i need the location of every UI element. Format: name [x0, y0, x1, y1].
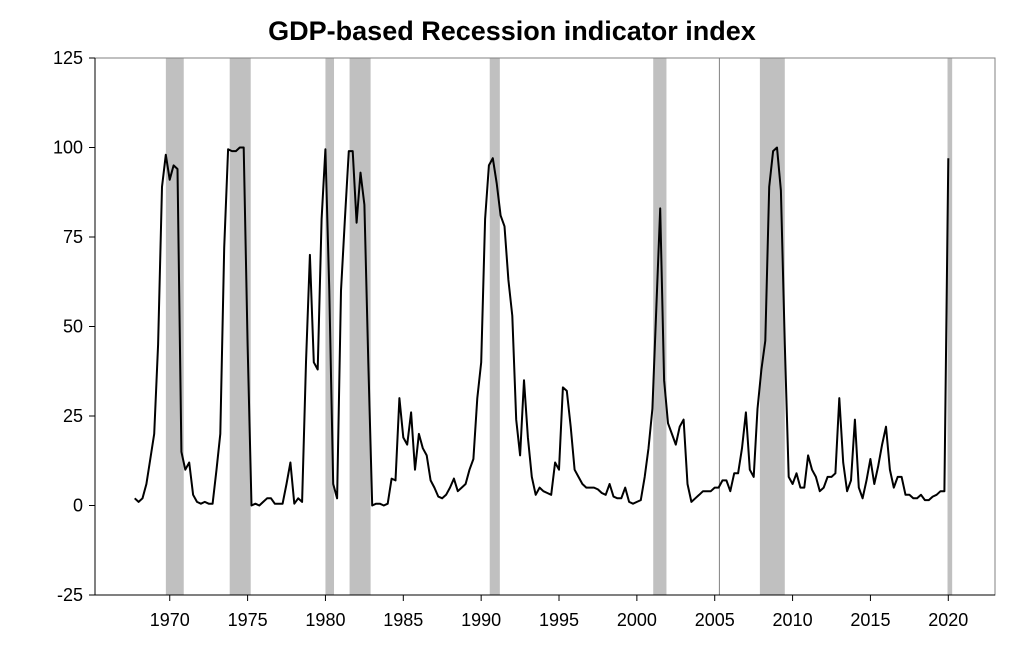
recession-band [947, 58, 953, 595]
y-tick-label: 100 [53, 138, 83, 158]
series [134, 146, 950, 507]
chart-title: GDP-based Recession indicator index [268, 16, 756, 46]
x-tick-label: 2005 [695, 610, 735, 630]
y-tick-label: 25 [63, 406, 83, 426]
x-tick-label: 2015 [850, 610, 890, 630]
y-tick-label: 75 [63, 227, 83, 247]
x-tick-label: 1970 [150, 610, 190, 630]
x-tick-label: 1980 [305, 610, 345, 630]
x-axis: 1970 1975 1980 1985 1990 1995 2000 2005 2010 2015… [95, 594, 995, 630]
recession-band [653, 58, 667, 595]
x-tick-label: 2020 [928, 610, 968, 630]
recession-band [489, 58, 500, 595]
y-tick-label: 0 [73, 496, 83, 516]
y-tick-label: 50 [63, 317, 83, 337]
x-tick-label: 1995 [539, 610, 579, 630]
x-tick-label: 2010 [773, 610, 813, 630]
x-tick-label: 1990 [461, 610, 501, 630]
recession-band [759, 58, 785, 595]
y-tick-label: 125 [53, 48, 83, 68]
y-tick-label: -25 [57, 585, 83, 605]
recession-band [165, 58, 184, 595]
x-tick-label: 1975 [228, 610, 268, 630]
x-tick-label: 2000 [617, 610, 657, 630]
series-line [134, 146, 950, 507]
x-tick-label: 1985 [383, 610, 423, 630]
recession-bands [165, 58, 953, 595]
y-axis: -25 0 25 50 75 100 125 [53, 48, 96, 605]
